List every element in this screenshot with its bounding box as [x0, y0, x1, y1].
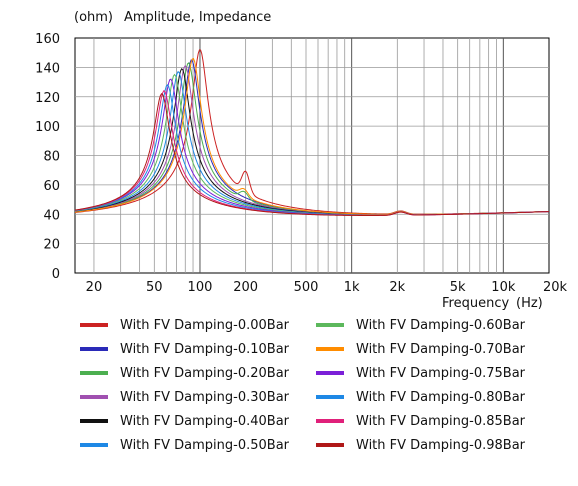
legend-item: With FV Damping-0.30Bar — [80, 386, 289, 408]
legend-label: With FV Damping-0.85Bar — [356, 413, 526, 429]
y-ticks: 0 20 40 60 80 100 120 140 160 — [35, 32, 60, 282]
y-tick-label: 0 — [52, 267, 60, 282]
x-tick-label: 5k — [450, 280, 466, 295]
y-tick-label: 60 — [43, 179, 60, 194]
x-tick-label: 2k — [389, 280, 405, 295]
chart-title: Amplitude, Impedance — [124, 10, 271, 25]
legend-item: With FV Damping-0.85Bar — [316, 410, 525, 432]
legend-swatch — [316, 347, 344, 351]
legend-item: With FV Damping-0.00Bar — [80, 314, 289, 336]
legend-label: With FV Damping-0.20Bar — [120, 365, 290, 381]
legend-swatch — [316, 323, 344, 327]
legend-item: With FV Damping-0.98Bar — [316, 434, 525, 456]
legend-item: With FV Damping-0.75Bar — [316, 362, 525, 384]
legend-swatch — [80, 395, 108, 399]
x-tick-label: 50 — [146, 280, 163, 295]
legend-swatch — [80, 323, 108, 327]
y-tick-label: 140 — [35, 61, 60, 76]
legend-swatch — [316, 395, 344, 399]
legend-item: With FV Damping-0.70Bar — [316, 338, 525, 360]
x-axis-label: Frequency — [442, 296, 509, 310]
legend-item: With FV Damping-0.40Bar — [80, 410, 289, 432]
x-tick-label: 100 — [188, 280, 213, 295]
y-axis-label: (ohm) — [74, 10, 113, 25]
y-tick-label: 120 — [35, 91, 60, 106]
legend: With FV Damping-0.00Bar With FV Damping-0… — [72, 314, 572, 464]
x-tick-label: 20k — [543, 280, 568, 295]
series-lines — [74, 49, 550, 216]
x-tick-label: 20 — [86, 280, 103, 295]
legend-item: With FV Damping-0.10Bar — [80, 338, 289, 360]
y-tick-label: 100 — [35, 120, 60, 135]
legend-label: With FV Damping-0.10Bar — [120, 341, 290, 357]
legend-swatch — [80, 371, 108, 375]
y-tick-label: 160 — [35, 32, 60, 47]
y-tick-label: 80 — [43, 150, 60, 165]
series-line-11 — [74, 93, 550, 216]
x-tick-label: 10k — [491, 280, 516, 295]
legend-label: With FV Damping-0.80Bar — [356, 389, 526, 405]
legend-item: With FV Damping-0.80Bar — [316, 386, 525, 408]
legend-swatch — [316, 443, 344, 447]
x-axis-unit: (Hz) — [516, 296, 543, 310]
x-tick-label: 200 — [233, 280, 258, 295]
legend-label: With FV Damping-0.50Bar — [120, 437, 290, 453]
legend-label: With FV Damping-0.98Bar — [356, 437, 526, 453]
x-tick-label: 500 — [294, 280, 319, 295]
legend-label: With FV Damping-0.30Bar — [120, 389, 290, 405]
legend-label: With FV Damping-0.00Bar — [120, 317, 290, 333]
legend-swatch — [80, 443, 108, 447]
legend-swatch — [80, 419, 108, 423]
grid — [75, 38, 549, 273]
y-tick-label: 20 — [43, 238, 60, 253]
legend-swatch — [316, 371, 344, 375]
impedance-chart: (ohm) Amplitude, Impedance 0 20 40 60 80 100 1… — [35, 10, 568, 310]
legend-swatch — [80, 347, 108, 351]
legend-item: With FV Damping-0.60Bar — [316, 314, 525, 336]
legend-label: With FV Damping-0.40Bar — [120, 413, 290, 429]
legend-item: With FV Damping-0.20Bar — [80, 362, 289, 384]
legend-swatch — [316, 419, 344, 423]
y-tick-label: 40 — [43, 208, 60, 223]
legend-label: With FV Damping-0.75Bar — [356, 365, 526, 381]
x-ticks: 20 50 100 200 500 1k 2k 5k 10k 20k — [86, 280, 568, 295]
legend-label: With FV Damping-0.70Bar — [356, 341, 526, 357]
legend-item: With FV Damping-0.50Bar — [80, 434, 289, 456]
legend-label: With FV Damping-0.60Bar — [356, 317, 526, 333]
x-tick-label: 1k — [344, 280, 360, 295]
